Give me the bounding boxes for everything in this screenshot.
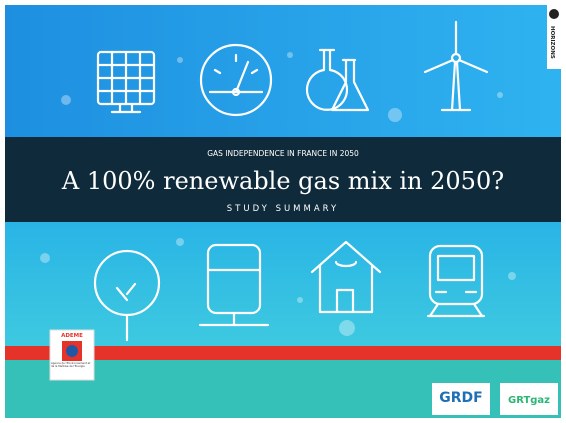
title: A 100% renewable gas mix in 2050? — [61, 167, 504, 195]
cover: GAS INDEPENDENCE IN FRANCE IN 2050 A 100… — [0, 0, 566, 423]
subtitle: STUDY SUMMARY — [227, 204, 339, 214]
bottom-panel — [5, 222, 561, 347]
grdf-name: GRDF — [439, 390, 482, 406]
badge-icon — [549, 9, 559, 19]
page: GAS INDEPENDENCE IN FRANCE IN 2050 A 100… — [0, 0, 566, 423]
ademe-tagline-box: Agence de l'Environnement et de la Maîtr… — [51, 362, 93, 380]
ademe-tagline: Agence de l'Environnement et de la Maîtr… — [51, 362, 93, 368]
kicker: GAS INDEPENDENCE IN FRANCE IN 2050 — [207, 149, 359, 158]
ademe-globe — [66, 345, 78, 357]
ademe-name: ADEME — [61, 333, 83, 339]
badge-label: HORIZONS — [549, 26, 555, 59]
grtgaz-name: GRTgaz — [508, 395, 550, 406]
top-panel — [5, 5, 561, 138]
